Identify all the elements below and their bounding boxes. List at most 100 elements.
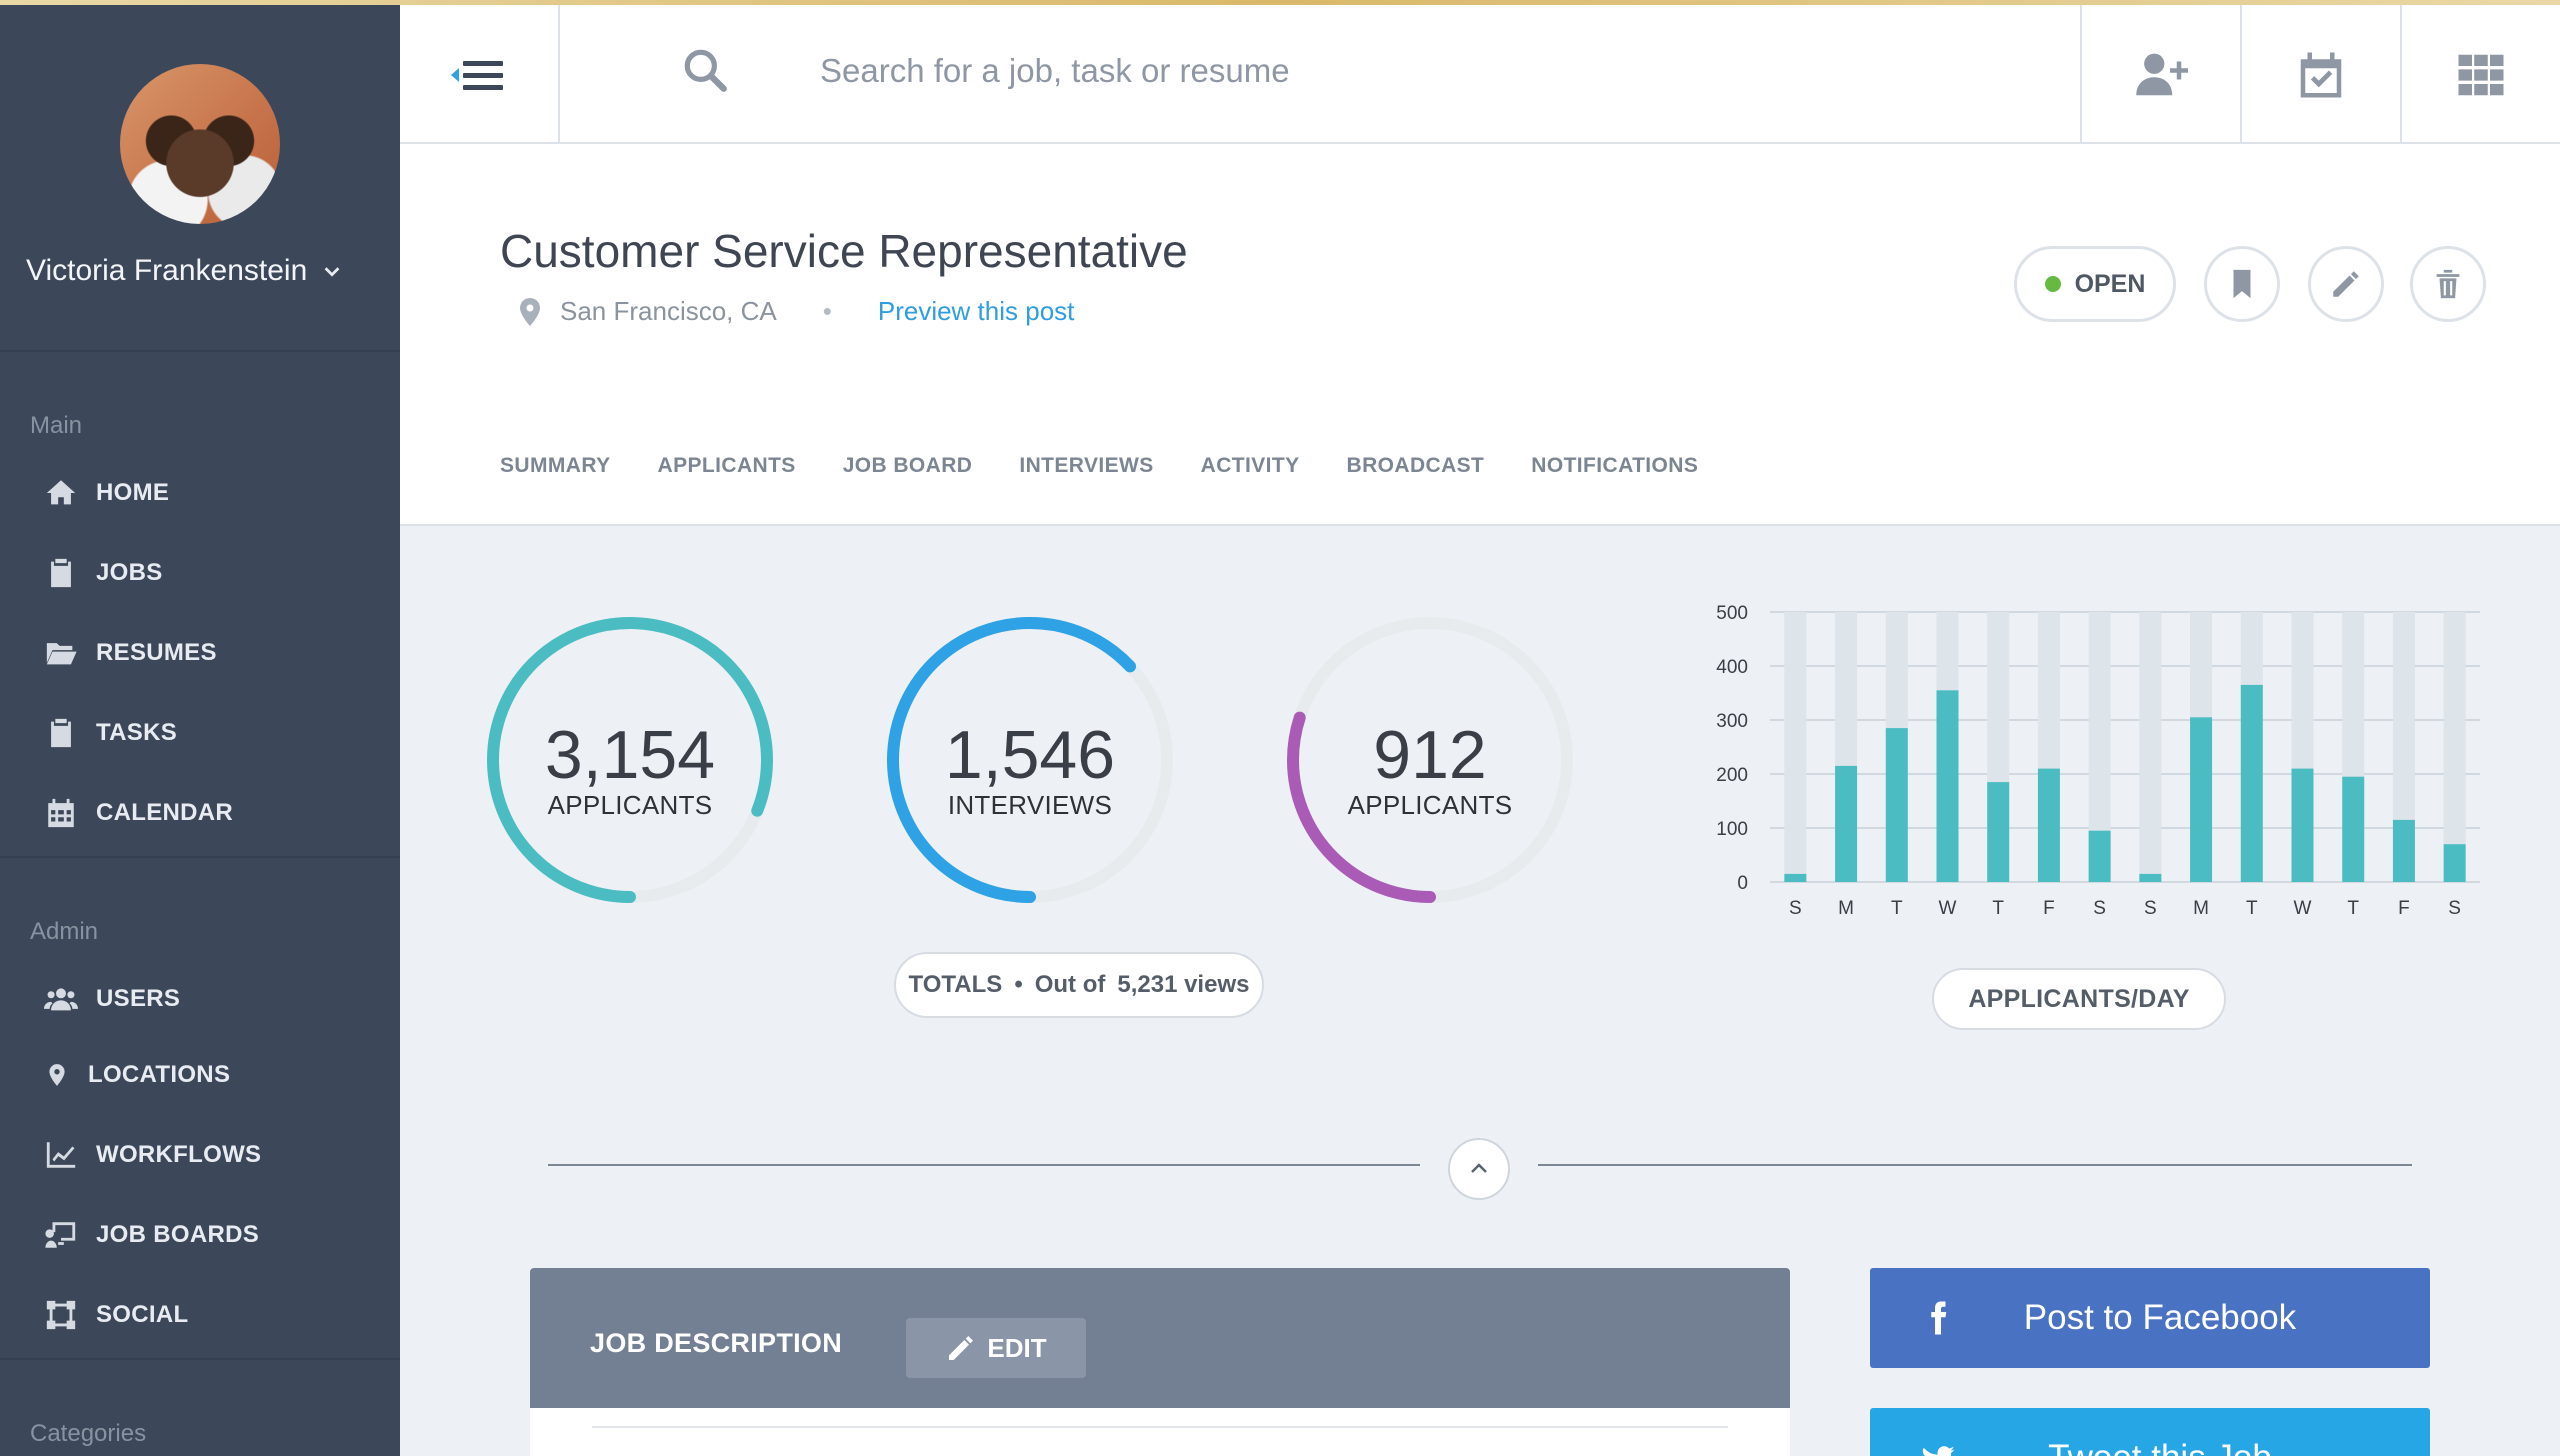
status-badge[interactable]: OPEN <box>2014 246 2176 322</box>
y-tick-label: 0 <box>1737 873 1748 894</box>
sidebar-item-users[interactable]: USERS <box>44 982 180 1016</box>
sidebar-item-label: USERS <box>96 985 181 1012</box>
home-icon <box>46 480 76 505</box>
sidebar-item-resumes[interactable]: RESUMES <box>44 636 217 670</box>
tab-interviews[interactable]: INTERVIEWS <box>1019 454 1154 477</box>
user-menu[interactable]: Victoria Frankenstein <box>26 254 343 288</box>
tab-applicants[interactable]: APPLICANTS <box>657 454 796 477</box>
bookmark-button[interactable] <box>2204 246 2280 322</box>
bar <box>2291 768 2314 882</box>
applicants-per-day-chart: 0 100 200 300 400 500 S M T W T F S S M T W T F S <box>1716 603 2480 919</box>
x-tick-label: W <box>2294 898 2312 919</box>
map-pin-icon <box>520 297 540 326</box>
edit-description-button[interactable]: EDIT <box>906 1318 1086 1378</box>
tweet-job-button[interactable]: Tweet this Job <box>1870 1408 2430 1456</box>
collapse-stats-button[interactable] <box>1448 1138 1510 1200</box>
chart-label-badge[interactable]: APPLICANTS/DAY <box>1932 968 2226 1030</box>
status-label: OPEN <box>2074 269 2146 298</box>
totals-views: 5,231 views <box>1117 971 1250 998</box>
totals-badge[interactable]: TOTALS • Out of 5,231 views <box>894 952 1264 1018</box>
bar-track <box>2088 612 2111 882</box>
sidebar-item-label: RESUMES <box>96 639 217 666</box>
chevron-down-icon <box>324 267 340 277</box>
job-description-title: JOB DESCRIPTION <box>590 1328 843 1358</box>
bar <box>1885 728 1908 882</box>
post-to-facebook-button[interactable]: Post to Facebook <box>1870 1268 2430 1368</box>
stat-ring-interviews: 1,546 INTERVIEWS <box>880 610 1180 910</box>
top-bar <box>400 5 2560 144</box>
x-tick-label: T <box>2347 898 2359 919</box>
sidebar-item-label: JOB BOARDS <box>96 1221 260 1248</box>
sidebar-item-jobs[interactable]: JOBS <box>44 556 163 590</box>
section-divider-right <box>1538 1164 2412 1166</box>
sidebar-item-calendar[interactable]: CALENDAR <box>44 796 233 830</box>
tab-summary[interactable]: SUMMARY <box>500 454 611 477</box>
bar <box>2088 830 2111 882</box>
sidebar-section-main: Main <box>30 412 83 439</box>
totals-separator: • <box>1014 971 1023 998</box>
user-name: Victoria Frankenstein <box>26 254 308 287</box>
menu-collapse-icon <box>451 60 503 90</box>
job-board-icon <box>45 1222 76 1248</box>
x-tick-label: W <box>1939 898 1957 919</box>
sidebar-item-locations[interactable]: LOCATIONS <box>44 1058 230 1092</box>
totals-text: Out of <box>1034 971 1106 998</box>
job-description-body <box>530 1408 1790 1456</box>
tab-activity[interactable]: ACTIVITY <box>1200 454 1300 477</box>
tab-job-board[interactable]: JOB BOARD <box>842 454 973 477</box>
sidebar-item-label: WORKFLOWS <box>96 1141 262 1168</box>
sidebar-item-label: HOME <box>96 479 170 506</box>
bar-track <box>2139 612 2162 882</box>
sidebar-item-tasks[interactable]: TASKS <box>44 716 177 750</box>
x-tick-label: S <box>2448 898 2461 919</box>
bar <box>2342 776 2365 882</box>
x-tick-label: T <box>2246 898 2258 919</box>
twitter-label: Tweet this Job <box>1870 1438 2430 1456</box>
preview-post-link[interactable]: Preview this post <box>877 296 1075 326</box>
y-tick-label: 400 <box>1716 657 1748 678</box>
job-location: San Francisco, CA <box>560 296 777 326</box>
sidebar-item-workflows[interactable]: WORKFLOWS <box>44 1138 261 1172</box>
sidebar-item-job-boards[interactable]: JOB BOARDS <box>44 1218 259 1252</box>
sidebar-item-label: LOCATIONS <box>88 1061 231 1088</box>
sidebar-toggle-button[interactable] <box>400 5 560 144</box>
map-pin-icon <box>49 1064 65 1086</box>
facebook-icon <box>1931 1301 1947 1335</box>
y-tick-label: 100 <box>1716 819 1748 840</box>
sidebar-section-categories: Categories <box>30 1420 147 1447</box>
x-tick-label: M <box>2193 898 2209 919</box>
bar <box>2190 717 2213 882</box>
bar <box>2240 684 2263 882</box>
apps-grid-button[interactable] <box>2400 5 2560 144</box>
search-input[interactable] <box>820 41 1970 101</box>
ring-progress-arc <box>887 617 1173 903</box>
sidebar-item-home[interactable]: HOME <box>44 476 169 510</box>
sidebar-divider <box>0 350 400 352</box>
ring-progress-arc <box>487 617 773 903</box>
bar-track <box>1784 612 1807 882</box>
top-accent-line <box>0 0 2560 5</box>
x-tick-label: S <box>2144 898 2157 919</box>
stat-label: APPLICANTS <box>547 790 713 820</box>
avatar[interactable] <box>120 64 280 224</box>
description-divider <box>592 1426 1728 1428</box>
bar <box>2139 873 2162 882</box>
sidebar-section-admin: Admin <box>30 918 99 945</box>
apps-grid-icon <box>2458 54 2504 95</box>
calendar-check-icon <box>2300 52 2342 97</box>
tab-broadcast[interactable]: BROADCAST <box>1346 454 1485 477</box>
sidebar-item-social[interactable]: SOCIAL <box>44 1298 188 1332</box>
facebook-label: Post to Facebook <box>2023 1298 2297 1337</box>
job-header: Customer Service Representative San Fran… <box>400 144 2560 526</box>
ring-chart <box>1287 617 1573 903</box>
edit-job-button[interactable] <box>2308 246 2384 322</box>
chevron-up-icon <box>1471 1163 1487 1173</box>
delete-job-button[interactable] <box>2410 246 2486 322</box>
bookmark-icon <box>2233 269 2251 299</box>
add-user-button[interactable] <box>2080 5 2240 144</box>
tab-notifications[interactable]: NOTIFICATIONS <box>1531 454 1699 477</box>
x-tick-label: T <box>1992 898 2004 919</box>
pencil-icon <box>949 1336 974 1360</box>
job-meta: San Francisco, CA • Preview this post <box>518 296 1074 327</box>
calendar-check-button[interactable] <box>2240 5 2400 144</box>
